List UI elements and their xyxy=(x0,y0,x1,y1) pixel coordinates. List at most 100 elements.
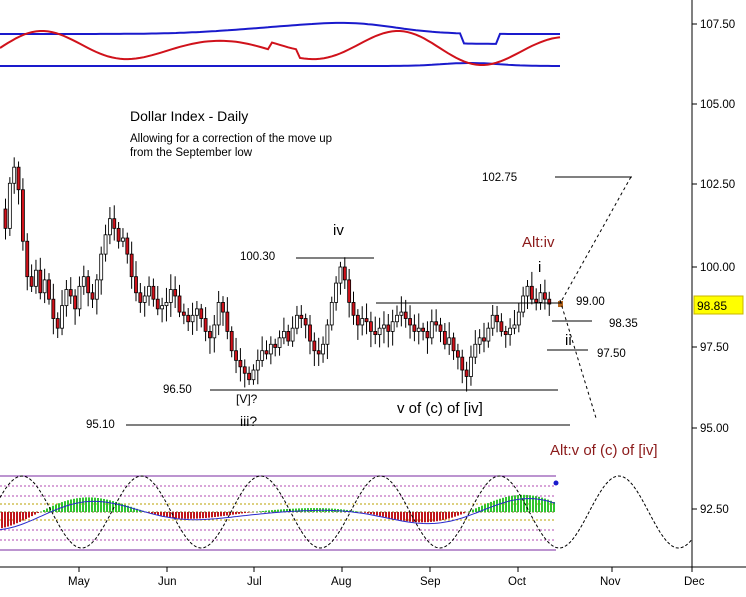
wave-label-v-bracket: [V]? xyxy=(236,392,258,406)
candle-body xyxy=(408,318,412,326)
candle-body xyxy=(7,182,12,229)
candle-body xyxy=(425,330,430,339)
candle-body xyxy=(451,337,456,352)
x-tick-label-sep: Sep xyxy=(420,576,440,588)
candle-body xyxy=(208,330,212,339)
candle-body xyxy=(412,324,417,332)
candle-body xyxy=(434,321,439,326)
candle-body xyxy=(134,276,138,294)
candle-body xyxy=(225,311,230,332)
candle-body xyxy=(364,318,369,323)
level-label-99-00: 99.00 xyxy=(576,296,605,308)
candle-body xyxy=(521,295,526,313)
y-tick-label-102-5: 102.50 xyxy=(700,179,735,191)
candle-body xyxy=(277,337,282,348)
candle-body xyxy=(390,321,395,332)
candle-body xyxy=(173,289,178,297)
candle-body xyxy=(3,208,8,229)
candle-body xyxy=(68,289,73,297)
chart-title: Dollar Index - Daily xyxy=(130,108,248,124)
candle-body xyxy=(516,311,521,326)
candle-body xyxy=(186,314,191,323)
x-tick-label-jun: Jun xyxy=(158,576,177,588)
candle-body xyxy=(25,240,30,278)
y-tick-label-92-5: 92.50 xyxy=(700,504,729,516)
wave-label-i: i xyxy=(538,259,541,276)
candle-body xyxy=(90,292,95,300)
candle-body xyxy=(116,227,121,242)
candle-body xyxy=(108,218,112,236)
candle-body xyxy=(490,314,495,329)
candle-body xyxy=(447,337,452,345)
candle-body xyxy=(38,269,43,294)
candle-body xyxy=(547,298,552,305)
candle-body xyxy=(242,366,247,374)
level-label-95-10: 95.10 xyxy=(86,419,115,431)
candle-body xyxy=(295,314,299,329)
candle-body xyxy=(234,350,238,361)
candle-body xyxy=(499,321,504,332)
x-tick-label-oct: Oct xyxy=(508,576,527,588)
candle-body xyxy=(529,285,534,300)
candle-body xyxy=(312,340,317,352)
candle-body xyxy=(342,266,347,281)
candle-body xyxy=(534,298,539,303)
candle-body xyxy=(212,324,217,339)
level-label-102-75: 102.75 xyxy=(482,172,517,184)
candle-body xyxy=(429,321,434,339)
chart-subtitle-line-2: from the September low xyxy=(130,147,253,159)
candle-body xyxy=(112,218,117,229)
candle-body xyxy=(99,253,104,281)
candle-body xyxy=(81,276,86,287)
candle-body xyxy=(308,324,312,342)
candle-body xyxy=(103,234,108,255)
candle-body xyxy=(351,302,356,316)
last-price-badge xyxy=(693,295,744,315)
candle-body xyxy=(334,282,339,303)
candle-body xyxy=(86,276,91,294)
candle-body xyxy=(51,298,56,319)
candle-body xyxy=(442,330,447,345)
candle-body xyxy=(273,343,278,348)
y-tick-label-97-5: 97.50 xyxy=(700,342,729,354)
level-label-100-30: 100.30 xyxy=(240,251,275,263)
candle-body xyxy=(286,330,291,342)
candle-body xyxy=(55,318,60,329)
current-price-marker xyxy=(558,301,563,308)
cycle-oscillator xyxy=(0,475,693,551)
candle-body xyxy=(268,343,273,355)
candle-body xyxy=(199,308,204,319)
osc-signal-line xyxy=(0,498,556,531)
candle-body xyxy=(42,279,47,294)
wave-label-ii: ii xyxy=(565,332,572,349)
y-tick-label-95: 95.00 xyxy=(700,423,729,435)
candle-body xyxy=(525,285,530,297)
wave-label-iv: iv xyxy=(333,222,344,239)
candle-body xyxy=(142,295,147,303)
candle-body xyxy=(181,311,186,316)
y-axis: 107.50 105.00 102.50 100.00 97.50 95.00 … xyxy=(692,19,735,516)
candle-body xyxy=(382,324,386,329)
candle-body xyxy=(338,266,343,284)
wave-label-v-of-c: v of (c) of [iv] xyxy=(397,400,483,417)
candle-body xyxy=(416,327,421,332)
x-tick-label-nov: Nov xyxy=(600,576,621,588)
candle-body xyxy=(147,285,151,297)
top-band-oscillator-line xyxy=(0,30,561,66)
candle-body xyxy=(290,327,295,342)
candle-body xyxy=(151,285,156,300)
candle-body xyxy=(503,330,508,336)
wave-label-alt-iv: Alt:iv xyxy=(522,234,555,251)
y-tick-label-107-5: 107.50 xyxy=(700,19,735,31)
candle-body xyxy=(473,343,478,358)
top-band-indicator xyxy=(0,21,561,67)
wave-label-iii: iii? xyxy=(240,413,257,429)
candle-body xyxy=(160,305,165,310)
candle-body xyxy=(303,318,308,326)
candle-body xyxy=(94,279,99,300)
candle-body xyxy=(355,314,360,326)
level-label-96-50: 96.50 xyxy=(163,384,192,396)
level-label-98-35: 98.35 xyxy=(609,318,638,330)
candle-body xyxy=(403,311,408,319)
